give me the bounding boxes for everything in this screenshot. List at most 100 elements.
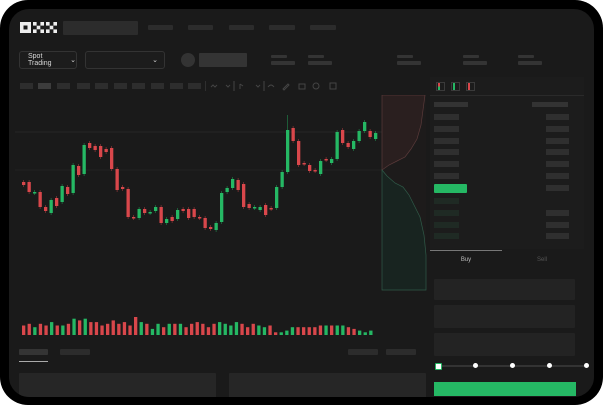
candle [49, 200, 53, 213]
candle [121, 187, 125, 189]
ask-price [434, 173, 459, 179]
buy-button[interactable] [434, 382, 576, 396]
depth-chart [381, 95, 427, 291]
volume-bar [66, 323, 71, 335]
volume-bar [139, 322, 143, 335]
timeframe-button[interactable] [77, 83, 90, 89]
slider-stop[interactable] [472, 363, 478, 368]
chevron-down-icon [225, 84, 231, 88]
ask-amount [546, 137, 569, 144]
timeframe-button[interactable] [170, 83, 183, 89]
volume-bar [117, 323, 121, 335]
volume-bar [262, 327, 267, 335]
volume-bar [61, 325, 65, 335]
buy-tab-underline [430, 250, 502, 251]
candle [198, 217, 202, 219]
volume-bar [268, 325, 272, 335]
ask-price [434, 125, 459, 132]
timeframe-button[interactable] [38, 83, 51, 89]
volume-bar [318, 325, 323, 335]
nav-item[interactable] [269, 25, 295, 30]
candle [77, 166, 81, 175]
candlestick-chart[interactable] [15, 95, 435, 340]
timeframe-button[interactable] [114, 83, 127, 89]
timeframe-button[interactable] [57, 83, 70, 89]
total-input[interactable] [434, 333, 575, 356]
tab-open-orders[interactable] [19, 349, 48, 355]
volume-bar [324, 325, 328, 335]
tab-sell[interactable]: Sell [536, 257, 547, 263]
timeframe-button[interactable] [188, 83, 201, 89]
tab-buy[interactable]: Buy [460, 257, 472, 263]
candle [352, 141, 356, 149]
volume-bar [50, 322, 54, 335]
candle [165, 219, 169, 223]
search-placeholder[interactable] [63, 21, 138, 35]
candle [126, 189, 130, 217]
nav-item[interactable] [148, 25, 173, 30]
okx-logo[interactable] [20, 22, 58, 34]
timeframe-button[interactable] [20, 83, 33, 89]
settings-icon [312, 82, 320, 90]
timeframe-button[interactable] [95, 83, 108, 89]
ask-price [434, 161, 459, 168]
volume-bar [122, 322, 127, 335]
stat-label [271, 55, 287, 58]
candle [110, 148, 114, 169]
volume-bar [234, 322, 239, 335]
amount-input[interactable] [434, 305, 575, 328]
volume-bar [201, 323, 205, 335]
nav-item[interactable] [310, 25, 336, 30]
volume-bar [178, 323, 183, 335]
orderbook-bids-icon[interactable] [451, 82, 460, 91]
volume-bar [296, 327, 300, 335]
last-price-highlight[interactable] [434, 184, 467, 193]
slider-stop[interactable] [435, 363, 442, 370]
candle [302, 163, 306, 165]
stat-label [518, 55, 534, 58]
volume-bar [111, 320, 115, 335]
orderbook-both-icon[interactable] [436, 82, 445, 91]
filter-button[interactable] [386, 349, 416, 355]
volume-bar [27, 323, 31, 335]
timeframe-button[interactable] [151, 83, 164, 89]
candle [346, 143, 350, 147]
bid-price [434, 209, 459, 216]
bid-amount [546, 233, 569, 240]
nav-item[interactable] [188, 25, 213, 30]
nav-item[interactable] [229, 25, 254, 30]
volume-bar [83, 318, 87, 335]
slider-stop[interactable] [509, 363, 515, 368]
pair-selector-dropdown[interactable]: ⌄ [85, 51, 165, 69]
candle [181, 209, 185, 211]
candle [33, 192, 37, 194]
stat-value [308, 61, 332, 65]
candle [297, 141, 301, 165]
timeframe-button[interactable] [132, 83, 145, 89]
stat-value [271, 61, 295, 65]
orderbook-asks-icon[interactable] [466, 82, 475, 91]
volume-bar [279, 332, 283, 335]
candle [363, 122, 367, 131]
candle [192, 209, 196, 217]
ask-amount [546, 184, 569, 191]
candle [313, 170, 317, 172]
volume-bar [352, 328, 356, 335]
filter-button[interactable] [348, 349, 378, 355]
volume-bar [33, 327, 37, 335]
candle [55, 198, 59, 206]
price-input[interactable] [434, 279, 575, 300]
slider-stop[interactable] [546, 363, 552, 368]
pencil-icon [282, 83, 290, 91]
tab-order-history[interactable] [60, 349, 90, 355]
volume-bar [128, 325, 132, 335]
slider-stop[interactable] [583, 363, 589, 368]
spot-trading-dropdown[interactable]: Spot Trading ⌄ [19, 51, 77, 69]
volume-bar [285, 330, 289, 335]
candle [374, 133, 378, 139]
volume-bar [229, 325, 233, 335]
volume-bar [44, 325, 48, 335]
candle [231, 179, 235, 188]
volume-bar [307, 327, 311, 335]
candle [44, 207, 48, 211]
